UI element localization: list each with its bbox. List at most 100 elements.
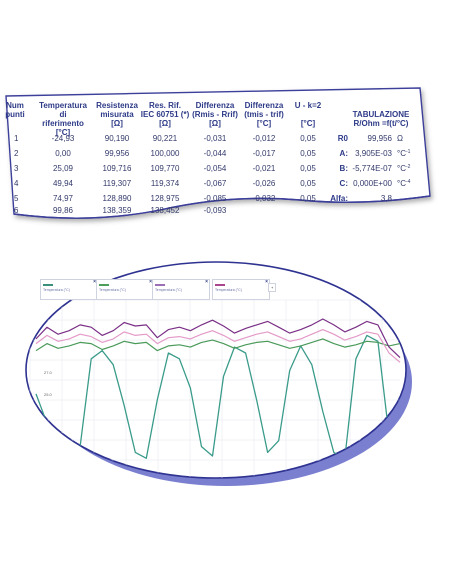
tabulazione-unit-text: °C [397,179,406,188]
column-header-3-line2: IEC 60751 (*) [140,110,190,119]
column-header-1: Temperatura di riferimento [°C] [38,101,88,137]
table-cell: 0,00 [55,149,71,158]
y-tick-1: 27.0 [44,370,52,375]
table-cell: 128,890 [102,194,132,203]
tabulazione-unit: Ω [397,134,403,143]
table-cell: 5 [14,194,19,203]
column-header-4-line1: Differenza [195,101,235,110]
table-cell: -0,067 [203,179,227,188]
add-icon: + [271,285,274,290]
tabulazione-unit-exponent: -2 [405,164,411,170]
column-header-6: U - k=2 [°C] [290,101,326,128]
table-cell: 138,452 [150,206,180,215]
table-cell: 3 [14,164,19,173]
tabulazione-label: Alfa: [330,194,348,203]
table-cell: -0,012 [252,134,276,143]
table-cell: -0,085 [203,194,227,203]
table-cell: 0,05 [300,164,316,173]
table-cell: 109,716 [102,164,132,173]
column-header-6-line3: [°C] [300,119,316,128]
close-icon[interactable]: × [149,279,152,285]
table-cell: 0,05 [300,149,316,158]
tabulazione-unit: °C-4 [397,179,410,188]
close-icon[interactable]: × [265,279,268,285]
table-cell: -0,054 [203,164,227,173]
card-wave-edge [13,195,431,219]
table-cell: 119,307 [102,179,132,188]
table-cell: 128,975 [150,194,180,203]
table-cell: 99,956 [104,149,130,158]
tabulazione-title: TABULAZIONE R/Ohm =f(t/°C) [336,110,426,128]
legend-swatch [155,284,165,286]
table-cell: 99,86 [52,206,74,215]
legend-item-1[interactable]: × Temperatura (°C) [96,279,154,300]
tabulazione-value: -5,774E-07 [352,164,392,173]
tabulazione-unit: °C-1 [397,149,410,158]
legend-item-2[interactable]: × Temperatura (°C) [152,279,210,300]
tabulazione-label: C: [339,179,348,188]
table-cell: 0,05 [300,179,316,188]
column-header-5-line3: [°C] [256,119,272,128]
table-cell: -0,031 [203,134,227,143]
table-cell: 109,770 [150,164,180,173]
table-cell: -0,044 [203,149,227,158]
table-cell: 6 [14,206,19,215]
legend-item-3[interactable]: × Temperatura (°C) [212,279,270,300]
column-header-3: Res. Rif. IEC 60751 (*) [Ω] [140,101,190,128]
table-cell: 25,09 [52,164,74,173]
table-cell: -0,017 [252,149,276,158]
tabulazione-label: A: [339,149,348,158]
column-header-4-line2: (Rmis - Rrif) [192,110,238,119]
close-icon[interactable]: × [93,279,96,285]
column-header-5-line1: Differenza [244,101,284,110]
tabulazione-unit-text: °C [397,149,406,158]
tabulazione-title-line2: R/Ohm =f(t/°C) [353,119,409,128]
tabulazione-unit-exponent: -4 [405,179,411,185]
table-cell: -24,93 [51,134,75,143]
legend-text: Temperatura (°C) [43,287,70,292]
legend-text: Temperatura (°C) [155,287,182,292]
column-header-2-line3: [Ω] [111,119,123,128]
table-cell: 100,000 [150,149,180,158]
tabulazione-value: 0,000E+00 [353,179,392,188]
card-frame [5,87,431,219]
table-cell: 0,05 [300,134,316,143]
tabulazione-unit-text: °C [397,164,406,173]
legend-text: Temperatura (°C) [215,287,242,292]
tabulazione-value: 3,905E-03 [355,149,392,158]
column-header-6-line1: U - k=2 [294,101,322,110]
tabulazione-unit-text: Ω [397,134,403,143]
table-cell: -0,021 [252,164,276,173]
column-header-2-line1: Resistenza [96,101,138,110]
column-header-1-line2: di riferimento [42,110,84,128]
tabulazione-label: R0 [337,134,348,143]
ellipse-frame [25,261,407,479]
table-cell: 0,05 [300,194,316,203]
chart-series [35,318,401,459]
series-line-2 [35,328,401,363]
tabulazione-label: B: [339,164,348,173]
add-sensor-button[interactable]: + [268,283,277,292]
tabulazione-value: 99,956 [367,134,392,143]
column-header-5: Differenza (tmis - trif) [°C] [240,101,288,128]
table-cell: 74,97 [52,194,74,203]
legend-swatch [215,284,225,286]
table-cell: 90,190 [104,134,130,143]
close-icon[interactable]: × [205,279,208,285]
tabulazione-value: 3,8 [380,194,392,203]
table-cell: 1 [14,134,19,143]
legend-item-0[interactable]: × Temperatura (°C) [40,279,98,300]
table-cell: 4 [14,179,19,188]
calibration-card: Num punti Temperatura di riferimento [°C] Res… [0,0,452,240]
column-header-5-line2: (tmis - trif) [244,110,284,119]
chart-ellipse [25,261,412,486]
table-cell: 90,221 [152,134,178,143]
tabulazione-unit-exponent: -1 [405,149,411,155]
column-header-1-line1: Temperatura [39,101,87,110]
tabulazione-title-line1: TABULAZIONE [352,110,410,119]
tabulazione-unit: °C-2 [397,164,410,173]
column-header-4: Differenza (Rmis - Rrif) [Ω] [190,101,240,128]
column-header-1-line3: [°C] [55,128,71,137]
column-header-0-line1: Num [6,101,24,110]
table-cell: -0,026 [252,179,276,188]
